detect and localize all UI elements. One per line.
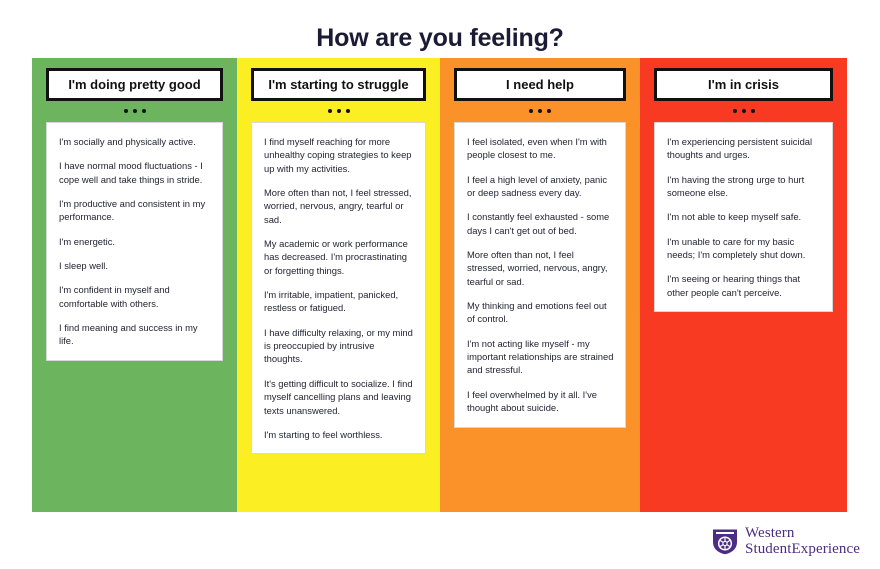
header-label-in-crisis: I'm in crisis — [707, 77, 779, 92]
list-item: I'm not able to keep myself safe. — [667, 211, 802, 223]
header-box-need-help[interactable]: I need help — [454, 68, 626, 101]
content-box-starting-to-struggle: I find myself reaching for more unhealth… — [251, 122, 426, 455]
dot-icon — [750, 109, 755, 113]
dot-icon — [132, 109, 137, 113]
header-label-doing-pretty-good: I'm doing pretty good — [68, 77, 201, 92]
dot-icon — [123, 109, 128, 113]
column-doing-pretty-good: I'm doing pretty good I'm socially and p… — [32, 58, 237, 512]
header-label-starting-to-struggle: I'm starting to struggle — [268, 77, 409, 92]
list-item: I have normal mood fluctuations - I cope… — [59, 160, 203, 185]
list-item: I'm having the strong urge to hurt someo… — [667, 173, 805, 199]
list-item: I feel a high level of anxiety, panic or… — [467, 173, 608, 199]
header-box-in-crisis[interactable]: I'm in crisis — [654, 68, 833, 101]
western-shield-icon — [712, 528, 738, 555]
list-item: I'm seeing or hearing things that other … — [667, 273, 801, 298]
list-item: I'm socially and physically active. — [59, 136, 196, 147]
list-item: My academic or work performance has decr… — [264, 238, 408, 276]
list-item: My thinking and emotions feel out of con… — [467, 300, 607, 325]
list-item: I'm not acting like myself - my importan… — [467, 337, 614, 376]
content-box-in-crisis: I'm experiencing persistent suicidal tho… — [654, 122, 833, 313]
dot-icon — [336, 109, 341, 113]
content-box-doing-pretty-good: I'm socially and physically active. I ha… — [46, 122, 223, 361]
ellipsis-dots-icon-3 — [529, 106, 551, 116]
column-in-crisis: I'm in crisis I'm experiencing persisten… — [640, 58, 847, 512]
list-item: I'm starting to feel worthless. — [264, 428, 383, 440]
header-box-starting-to-struggle[interactable]: I'm starting to struggle — [251, 68, 426, 101]
header-box-doing-pretty-good[interactable]: I'm doing pretty good — [46, 68, 223, 101]
dot-icon — [529, 109, 533, 113]
list-item: More often than not, I feel stressed, wo… — [467, 249, 608, 287]
list-item: I'm unable to care for my basic needs; I… — [667, 235, 806, 261]
dot-icon — [327, 109, 332, 113]
ellipsis-dots-icon-2 — [327, 106, 350, 116]
western-student-experience-logo: Western StudentExperience — [712, 526, 860, 557]
list-item: I have difficulty relaxing, or my mind i… — [264, 326, 413, 365]
list-item: I'm confident in myself and comfortable … — [59, 284, 170, 309]
list-item: I feel overwhelmed by it all. I've thoug… — [467, 388, 597, 414]
content-box-need-help: I feel isolated, even when I'm with peop… — [454, 122, 626, 428]
dot-icon — [538, 109, 542, 113]
dot-icon — [547, 109, 551, 113]
list-item: I'm energetic. — [59, 235, 115, 247]
page-title: How are you feeling? — [316, 24, 564, 52]
list-item: More often than not, I feel stressed, wo… — [264, 187, 412, 225]
ellipsis-dots-icon-1 — [123, 106, 146, 116]
list-item: I feel isolated, even when I'm with peop… — [467, 136, 607, 161]
dot-icon — [345, 109, 350, 113]
list-item: I'm experiencing persistent suicidal tho… — [667, 136, 813, 161]
logo-wordmark: Western StudentExperience — [745, 526, 860, 557]
list-item: I'm productive and consistent in my perf… — [59, 198, 206, 223]
feelings-columns: I'm doing pretty good I'm socially and p… — [32, 58, 847, 512]
list-item: I find myself reaching for more unhealth… — [264, 136, 412, 174]
dot-icon — [141, 109, 146, 113]
logo-secondary-text: StudentExperience — [745, 540, 860, 557]
logo-primary-text: Western — [745, 525, 795, 542]
dot-icon — [732, 109, 737, 113]
list-item: I constantly feel exhausted - some days … — [467, 211, 610, 236]
column-starting-to-struggle: I'm starting to struggle I find myself r… — [237, 58, 440, 512]
list-item: It's getting difficult to socialize. I f… — [264, 377, 413, 416]
list-item: I find meaning and success in my life. — [59, 322, 198, 347]
list-item: I'm irritable, impatient, panicked, rest… — [264, 289, 399, 314]
dot-icon — [741, 109, 746, 113]
list-item: I sleep well. — [59, 260, 108, 272]
column-need-help: I need help I feel isolated, even when I… — [440, 58, 640, 512]
header-label-need-help: I need help — [506, 77, 574, 92]
ellipsis-dots-icon-4 — [732, 106, 755, 116]
